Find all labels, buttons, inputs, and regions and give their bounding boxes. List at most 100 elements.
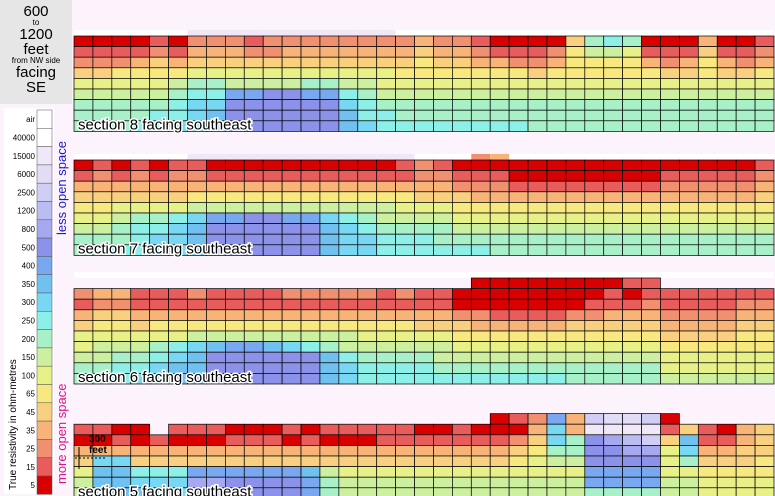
heatmap-cell: [546, 180, 567, 193]
heatmap-cell: [168, 170, 188, 182]
heatmap-cell: [660, 223, 680, 235]
heatmap-cell: [660, 191, 680, 203]
heatmap-cell: [565, 56, 586, 69]
heatmap-cell: [660, 202, 680, 214]
heatmap-cell: [565, 434, 586, 446]
heatmap-cell: [660, 154, 680, 160]
heatmap-cell: [584, 233, 605, 246]
heatmap-cell: [282, 30, 302, 36]
heatmap-cell: [206, 159, 226, 171]
heatmap-cell: [149, 341, 169, 353]
heatmap-cell: [527, 413, 548, 425]
heatmap-cell: [697, 445, 718, 457]
heatmap-cell: [717, 30, 737, 36]
heatmap-cell: [130, 455, 151, 467]
heatmap-cell: [111, 212, 132, 224]
heatmap-cell: [679, 466, 699, 478]
heatmap-cell: [584, 466, 605, 478]
heatmap-cell: [187, 78, 207, 90]
heatmap-cell: [414, 476, 434, 489]
heatmap-cell: [452, 191, 472, 203]
title-line-facing: facing: [15, 64, 57, 81]
heatmap-cell: [470, 320, 491, 332]
heatmap-cell: [660, 466, 680, 478]
heatmap-cell: [755, 30, 774, 36]
heatmap-cell: [395, 35, 415, 47]
heatmap-cell: [527, 202, 548, 214]
heatmap-cell: [716, 180, 737, 193]
heatmap-cell: [754, 67, 775, 79]
heatmap-cell: [452, 466, 472, 478]
heatmap-cell: [754, 159, 775, 171]
heatmap-cell: [92, 56, 113, 69]
heatmap-cell: [489, 180, 510, 193]
heatmap-cell: [527, 466, 548, 478]
heatmap-cell: [489, 46, 510, 58]
heatmap-cell: [735, 170, 756, 182]
heatmap-cell: [395, 351, 415, 364]
scale-bar-number: 300: [89, 434, 106, 445]
heatmap-cell: [508, 233, 529, 246]
heatmap-cell: [527, 56, 548, 69]
heatmap-cell: [395, 309, 415, 321]
heatmap-cell: [433, 272, 453, 278]
heatmap-cell: [565, 202, 586, 214]
heatmap-cell: [546, 120, 567, 132]
heatmap-cell: [111, 320, 132, 332]
heatmap-cell: [206, 298, 226, 311]
heatmap-cell: [565, 373, 586, 385]
heatmap-cell: [527, 309, 548, 321]
heatmap-cell: [319, 298, 340, 311]
heatmap-cell: [111, 341, 132, 353]
heatmap-cell: [603, 202, 623, 214]
heatmap-cell: [735, 223, 756, 235]
heatmap-cell: [452, 320, 472, 332]
heatmap-cell: [414, 320, 434, 332]
heatmap-cell: [168, 298, 188, 311]
heatmap-cell: [735, 191, 756, 203]
heatmap-cell: [225, 445, 245, 457]
heatmap-cell: [414, 233, 434, 246]
heatmap-cell: [319, 445, 340, 457]
heatmap-cell: [527, 341, 548, 353]
heatmap-cell: [73, 180, 94, 193]
heatmap-cell: [319, 170, 340, 182]
heatmap-cell: [660, 272, 680, 278]
heatmap-cell: [489, 170, 510, 182]
heatmap-cell: [319, 120, 340, 132]
heatmap-cell: [697, 67, 718, 79]
heatmap-cell: [470, 56, 491, 69]
heatmap-cell: [376, 288, 396, 300]
heatmap-cell: [697, 434, 718, 446]
heatmap-cell: [641, 476, 661, 489]
heatmap-cell: [149, 351, 169, 364]
heatmap-cell: [300, 56, 321, 69]
heatmap-cell: [735, 434, 756, 446]
heatmap-cell: [111, 191, 132, 203]
heatmap-cell: [357, 362, 378, 374]
legend-tick-label: 15000: [13, 152, 36, 161]
heatmap-cell: [660, 330, 680, 342]
heatmap-cell: [584, 244, 605, 256]
heatmap-cell: [754, 455, 775, 467]
heatmap-cell: [168, 191, 188, 203]
heatmap-cell: [546, 298, 567, 311]
heatmap-cell: [565, 320, 586, 332]
heatmap-cell: [546, 309, 567, 321]
heatmap-cell: [489, 455, 510, 467]
heatmap-cell: [641, 212, 661, 224]
heatmap-cell: [470, 35, 491, 47]
heatmap-cell: [546, 233, 567, 246]
heatmap-cell: [225, 170, 245, 182]
heatmap-cell: [414, 330, 434, 342]
heatmap-cell: [281, 341, 302, 353]
heatmap-cell: [168, 56, 188, 69]
heatmap-cell: [622, 288, 642, 300]
title-line-1200: 1200: [19, 26, 53, 43]
heatmap-cell: [584, 191, 605, 203]
heatmap-cell: [622, 272, 642, 278]
heatmap-cell: [130, 351, 151, 364]
heatmap-cell: [262, 487, 283, 496]
heatmap-cell: [319, 362, 340, 374]
heatmap-cell: [754, 56, 775, 69]
